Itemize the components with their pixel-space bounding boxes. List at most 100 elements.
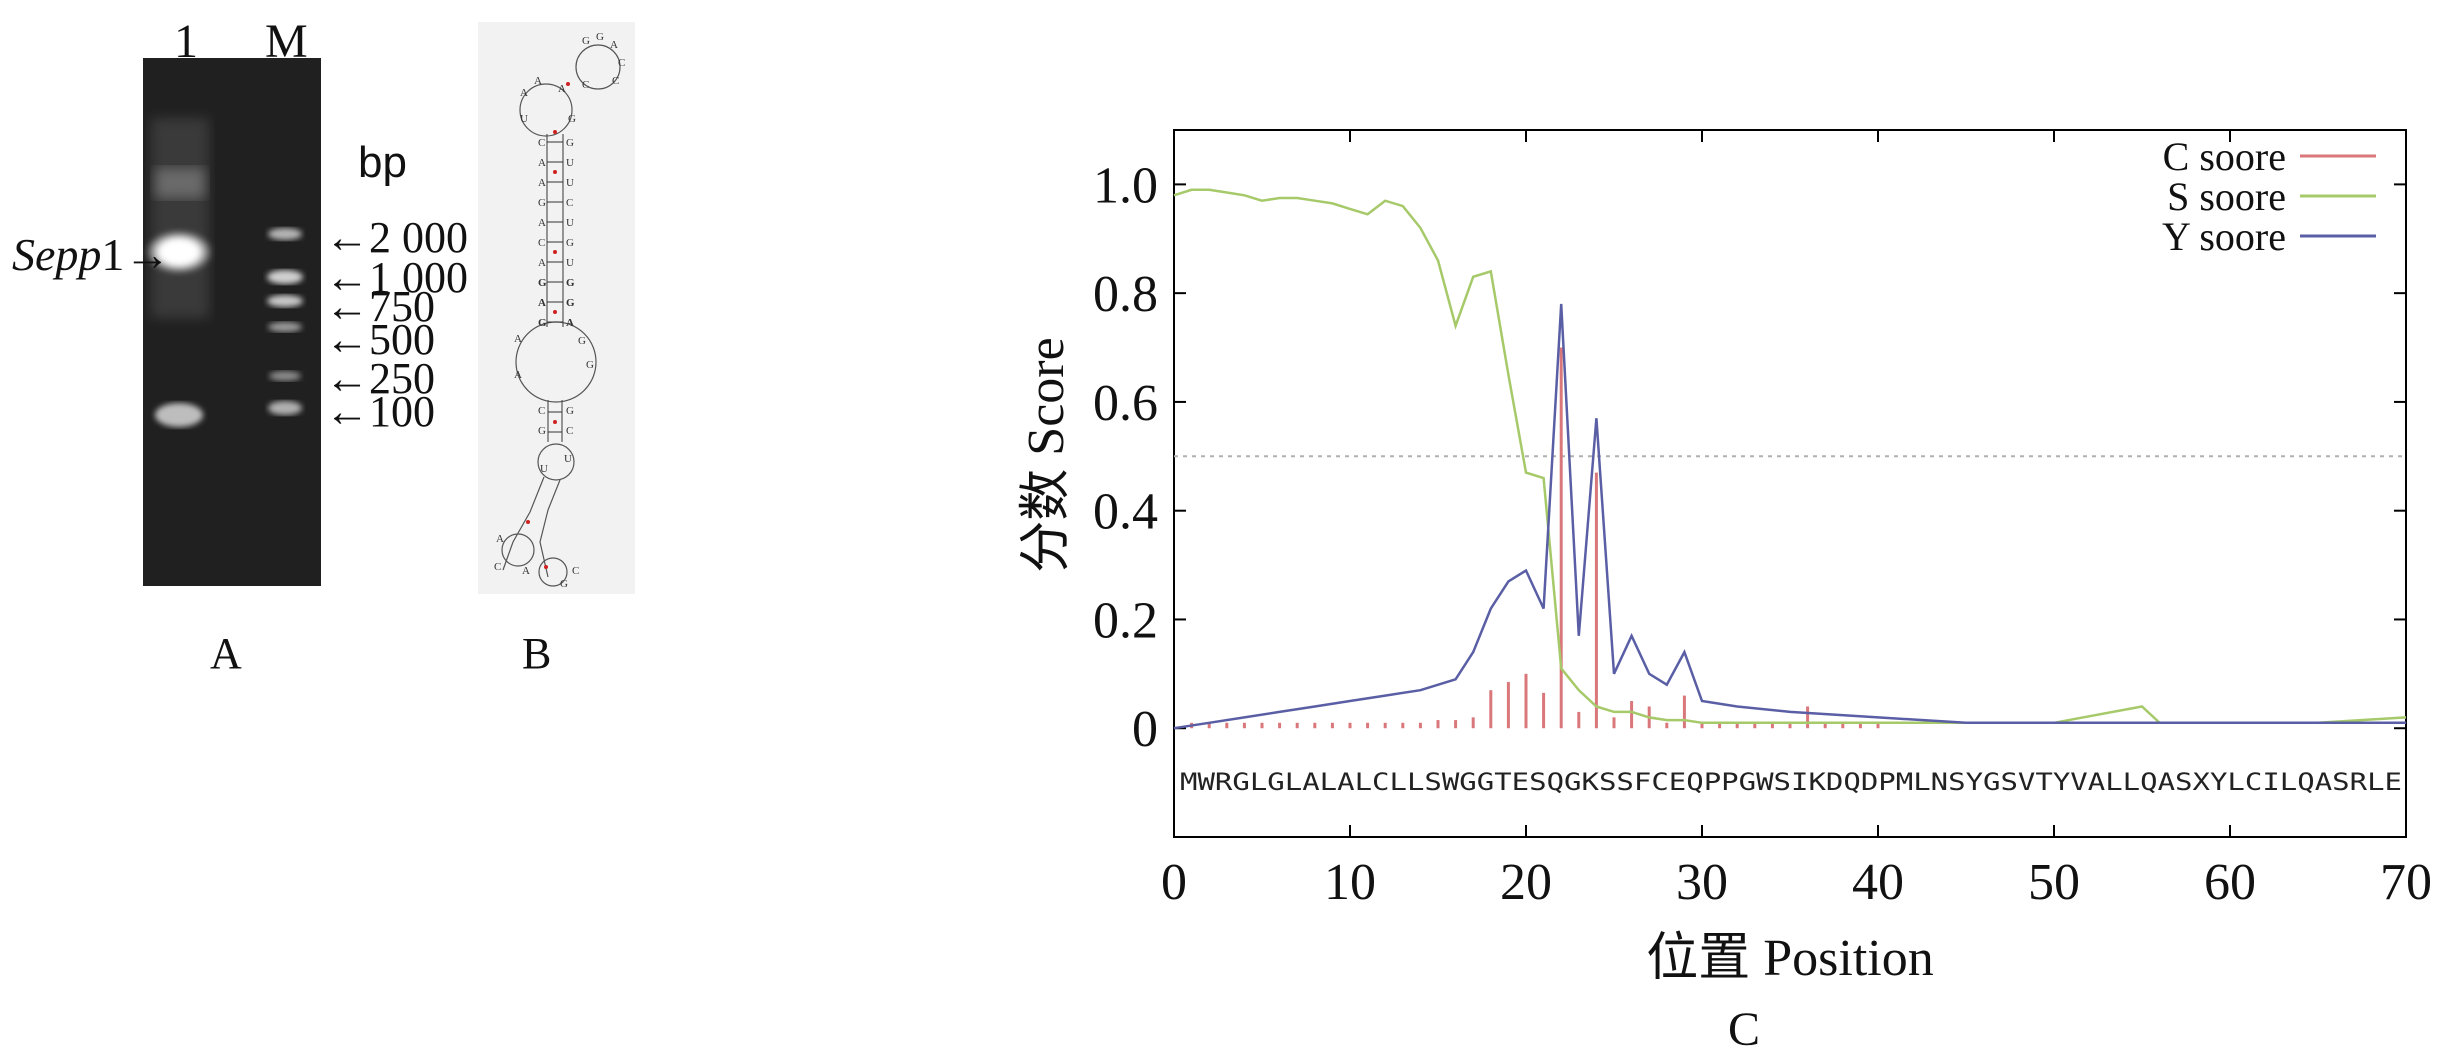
x-tick-labels: 0 10 20 30 40 50 60 70 [1161, 854, 2432, 911]
marker-band-750 [267, 295, 303, 307]
svg-text:G: G [538, 277, 547, 289]
y-tick-label: 0.6 [1093, 375, 1158, 432]
svg-text:G: G [566, 405, 574, 417]
svg-text:C: C [612, 75, 619, 87]
ladder-label: ←2 000 [325, 213, 468, 262]
svg-text:A: A [522, 565, 530, 577]
svg-text:C: C [572, 565, 579, 577]
svg-text:U: U [520, 113, 528, 125]
marker-band-1000 [267, 270, 303, 284]
y-tick-label: 1.0 [1093, 157, 1158, 214]
svg-text:C: C [582, 79, 589, 91]
svg-text:A: A [610, 39, 618, 51]
left-arrow-icon: ← [325, 213, 369, 262]
panel-a-caption: A [210, 629, 242, 678]
svg-text:G: G [568, 113, 576, 125]
marker-band-250 [269, 371, 301, 381]
sepp1-band [145, 230, 213, 274]
y-tick-label: 0.2 [1093, 592, 1158, 649]
svg-text:G: G [596, 31, 604, 43]
svg-text:A: A [538, 297, 546, 309]
x-tick-label: 0 [1161, 854, 1187, 911]
svg-text:A: A [538, 257, 546, 269]
y-tick-label: 0.8 [1093, 266, 1158, 323]
gel-image [143, 58, 321, 586]
svg-text:U: U [566, 257, 574, 269]
svg-text:G: G [582, 35, 590, 47]
left-arrow-icon: ← [325, 282, 369, 331]
legend-label: C soore [2163, 134, 2286, 179]
legend-label: Y soore [2162, 214, 2286, 259]
x-tick-label: 20 [1500, 854, 1552, 911]
svg-text:A: A [514, 369, 522, 381]
y-axis-label: 分数 Score [1018, 337, 1075, 572]
x-tick-label: 10 [1324, 854, 1376, 911]
x-tick-label: 40 [1852, 854, 1904, 911]
left-arrow-icon: ← [325, 354, 369, 403]
left-arrow-icon: ← [325, 387, 369, 436]
left-arrow-icon: ← [325, 253, 369, 302]
sepp1-label: Sepp1→ [12, 228, 170, 281]
svg-text:C: C [566, 425, 573, 437]
marker-band-500 [268, 322, 302, 332]
ladder-label: ←250 [325, 354, 435, 403]
svg-text:A: A [558, 83, 566, 95]
svg-text:A: A [520, 87, 528, 99]
svg-text:G: G [566, 137, 574, 149]
svg-text:U: U [566, 177, 574, 189]
svg-text:C: C [618, 57, 625, 69]
panel-b-caption: B [522, 629, 552, 678]
y-tick-label: 0.4 [1093, 484, 1158, 541]
svg-text:A: A [514, 333, 522, 345]
svg-text:C: C [538, 237, 545, 249]
s-soore-line [1173, 188, 2407, 725]
x-tick-label: 70 [2380, 854, 2432, 911]
ladder-label: ←750 [325, 282, 435, 331]
svg-text:G: G [538, 425, 546, 437]
x-tick-label: 60 [2204, 854, 2256, 911]
sepp1-label-suffix: 1 [101, 229, 125, 280]
x-tick-label: 50 [2028, 854, 2080, 911]
svg-text:G: G [566, 237, 574, 249]
ladder-label: ←100 [325, 387, 435, 436]
sepp1-label-italic: Sepp [12, 229, 102, 280]
marker-band-100 [268, 401, 302, 415]
svg-text:U: U [566, 217, 574, 229]
svg-text:G: G [566, 297, 575, 309]
svg-text:C: C [566, 197, 573, 209]
x-axis-label: 位置 Position [1646, 930, 1934, 987]
svg-text:A: A [496, 533, 504, 545]
marker-band-2000 [268, 228, 302, 240]
svg-text:A: A [538, 177, 546, 189]
plot-frame [1173, 129, 2407, 838]
svg-text:G: G [560, 578, 568, 590]
legend-label: S soore [2167, 174, 2286, 219]
sequence-text: MWRGLGLALALCLLSWGGTESQGKSSFCEQPPGWSIKDQD… [1180, 768, 2402, 796]
left-arrow-icon: ← [325, 315, 369, 364]
score-lines [1173, 188, 2407, 730]
svg-text:C: C [538, 137, 545, 149]
y-tick-label: 0 [1132, 701, 1158, 758]
svg-text:G: G [586, 359, 594, 371]
svg-text:A: A [538, 217, 546, 229]
svg-text:G: G [578, 335, 586, 347]
y-soore-line [1173, 303, 2406, 730]
svg-text:A: A [534, 75, 542, 87]
svg-text:C: C [494, 561, 501, 573]
x-tick-label: 30 [1676, 854, 1728, 911]
ladder-label: ←500 [325, 315, 435, 364]
svg-text:G: G [566, 277, 575, 289]
unit-label: bp [358, 138, 407, 187]
svg-text:U: U [540, 463, 548, 475]
svg-text:A: A [566, 317, 574, 329]
svg-text:U: U [564, 453, 572, 465]
svg-text:G: G [538, 197, 546, 209]
panel-c-caption: C [1728, 1003, 1761, 1056]
right-arrow-icon: → [124, 229, 171, 280]
svg-text:G: G [538, 317, 547, 329]
svg-text:U: U [566, 157, 574, 169]
svg-text:C: C [538, 405, 545, 417]
